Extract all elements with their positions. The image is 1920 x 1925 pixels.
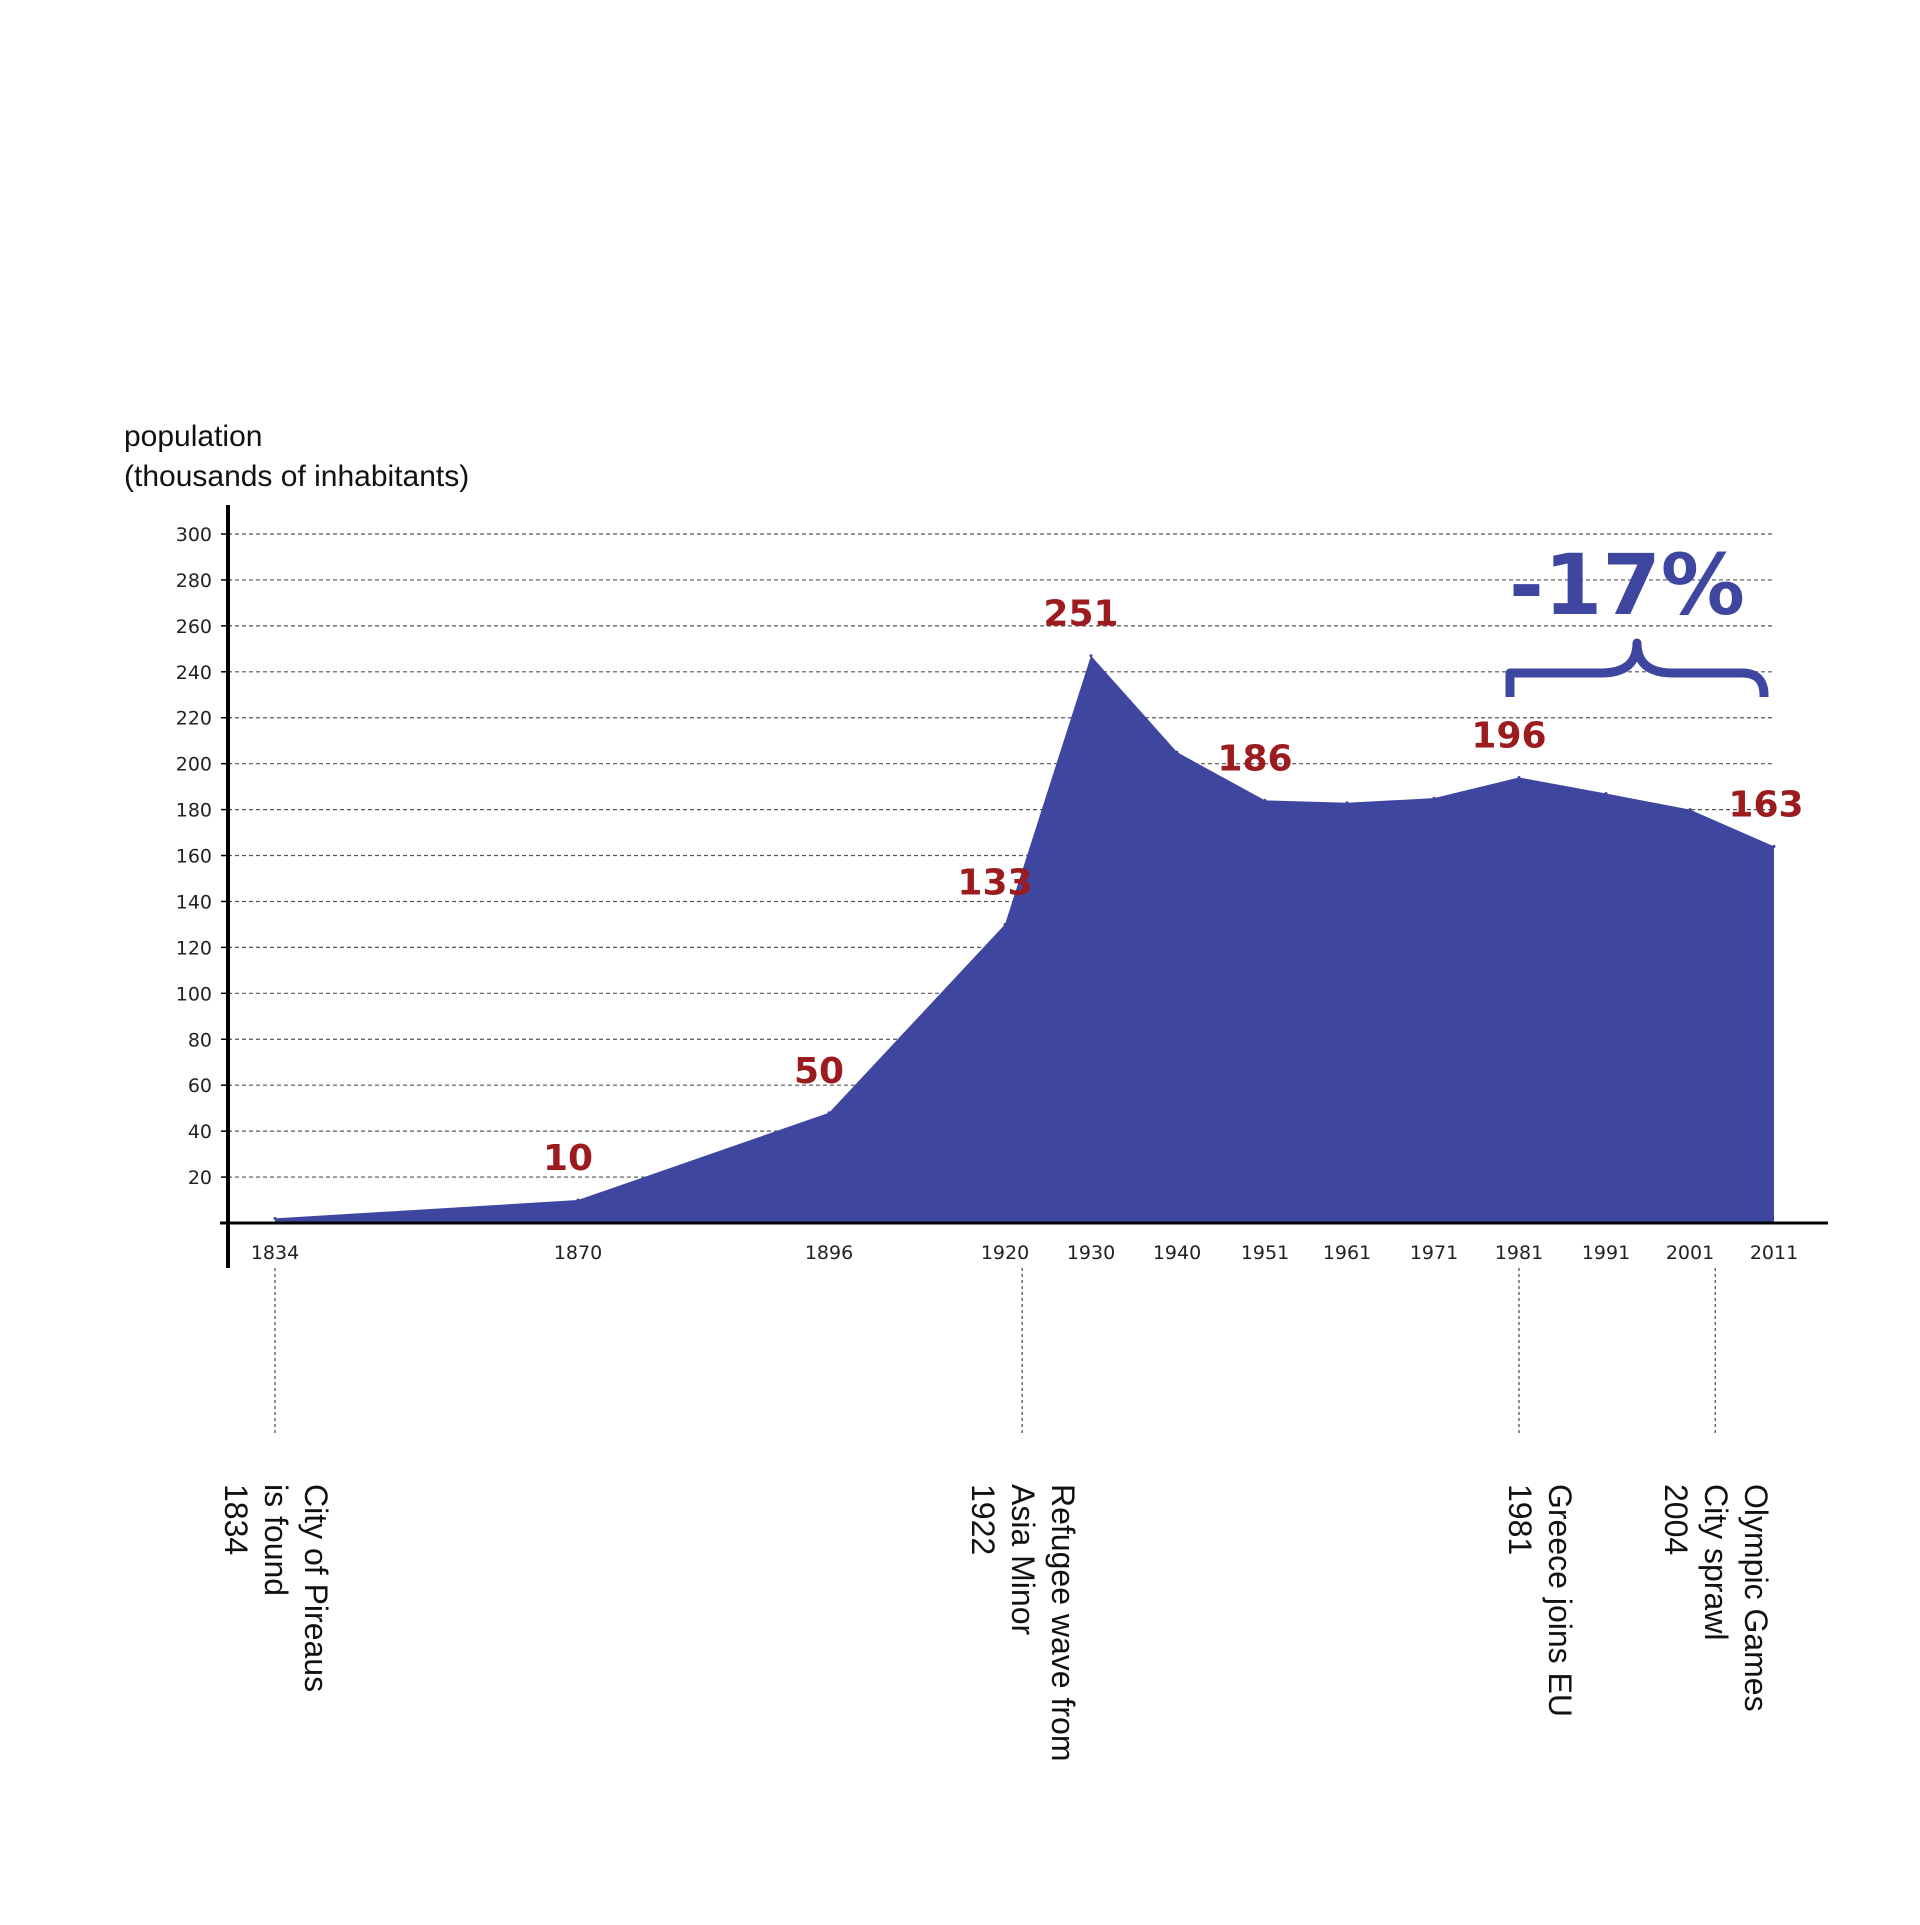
y-tick-labels: 20 40 60 80 100 120 140 160 180 200 220 240 260 280 30… bbox=[176, 524, 212, 1189]
data-point-1920 bbox=[1003, 922, 1007, 926]
data-label-1930: 251 bbox=[1043, 594, 1118, 635]
x-tick-label-1951: 1951 bbox=[1241, 1242, 1289, 1264]
y-tick-label-220: 220 bbox=[176, 708, 212, 730]
data-labels: 10 50 133 251 186 196 163 bbox=[543, 594, 1804, 1179]
y-axis-title-line-2: (thousands of inhabitants) bbox=[124, 460, 469, 493]
y-tick-label-80: 80 bbox=[188, 1029, 212, 1051]
event-text-2004-line-2: City sprawl bbox=[1698, 1484, 1734, 1640]
y-tick-label-140: 140 bbox=[176, 891, 212, 913]
y-tick-label-100: 100 bbox=[176, 983, 212, 1005]
change-percentage-label: -17% bbox=[1509, 536, 1745, 634]
data-point-1961 bbox=[1345, 801, 1349, 805]
y-tick-label-240: 240 bbox=[176, 662, 212, 684]
data-point-1951 bbox=[1263, 798, 1267, 802]
data-point-1930 bbox=[1089, 654, 1093, 658]
y-tick-label-120: 120 bbox=[176, 937, 212, 959]
axes bbox=[220, 505, 1828, 1268]
x-tick-label-1870: 1870 bbox=[554, 1242, 602, 1264]
event-text-1834-line-1: City of Pireaus bbox=[298, 1484, 334, 1692]
event-text-1922-line-3: 1922 bbox=[965, 1484, 1001, 1555]
data-point-1991 bbox=[1604, 792, 1608, 796]
data-label-1951: 186 bbox=[1217, 738, 1292, 779]
area-fill bbox=[275, 655, 1774, 1223]
y-tick-label-260: 260 bbox=[176, 616, 212, 638]
event-text-1834-line-2: is found bbox=[258, 1484, 294, 1596]
event-text-2004-line-1: Olympic Games bbox=[1738, 1484, 1774, 1712]
y-axis-title-line-1: population bbox=[124, 420, 262, 453]
event-text-1922-line-1: Refugee wave from bbox=[1045, 1484, 1081, 1761]
x-tick-label-1920: 1920 bbox=[981, 1242, 1029, 1264]
y-tick-label-180: 180 bbox=[176, 800, 212, 822]
data-label-1920: 133 bbox=[957, 862, 1032, 903]
y-tick-label-20: 20 bbox=[188, 1167, 212, 1189]
x-tick-label-1930: 1930 bbox=[1067, 1242, 1115, 1264]
data-point-1870 bbox=[576, 1198, 580, 1202]
x-tick-label-1991: 1991 bbox=[1582, 1242, 1630, 1264]
event-text-1981-line-2: 1981 bbox=[1502, 1484, 1538, 1555]
data-label-1870: 10 bbox=[543, 1138, 593, 1179]
x-tick-label-2001: 2001 bbox=[1666, 1242, 1714, 1264]
y-tick-label-200: 200 bbox=[176, 754, 212, 776]
event-text-1922-line-2: Asia Minor bbox=[1005, 1484, 1041, 1636]
event-text-1981-line-1: Greece joins EU bbox=[1542, 1484, 1578, 1717]
data-point-1971 bbox=[1432, 796, 1436, 800]
x-tick-label-2011: 2011 bbox=[1750, 1242, 1798, 1264]
y-axis-title: population (thousands of inhabitants) bbox=[124, 420, 469, 493]
data-label-1896: 50 bbox=[794, 1051, 844, 1092]
x-tick-label-1834: 1834 bbox=[251, 1242, 299, 1264]
event-text-2004-line-3: 2004 bbox=[1658, 1484, 1694, 1555]
x-tick-label-1981: 1981 bbox=[1495, 1242, 1543, 1264]
data-point-1981 bbox=[1517, 775, 1521, 779]
data-label-2011: 163 bbox=[1728, 784, 1803, 825]
y-tick-label-40: 40 bbox=[188, 1121, 212, 1143]
x-tick-label-1940: 1940 bbox=[1153, 1242, 1201, 1264]
data-point-1896 bbox=[827, 1111, 831, 1115]
x-tick-labels: 1834 1870 1896 1920 1930 1940 1951 1961 1971 1981… bbox=[251, 1242, 1798, 1264]
data-point-2001 bbox=[1688, 808, 1692, 812]
y-tick-label-280: 280 bbox=[176, 570, 212, 592]
change-brace bbox=[1505, 638, 1769, 700]
area-series bbox=[273, 654, 1776, 1223]
y-tick-label-60: 60 bbox=[188, 1075, 212, 1097]
data-label-1981: 196 bbox=[1471, 715, 1546, 756]
x-tick-label-1961: 1961 bbox=[1323, 1242, 1371, 1264]
y-tick-label-300: 300 bbox=[176, 524, 212, 546]
x-tick-label-1971: 1971 bbox=[1410, 1242, 1458, 1264]
data-point-1834 bbox=[273, 1216, 277, 1220]
x-tick-label-1896: 1896 bbox=[805, 1242, 853, 1264]
y-tick-label-160: 160 bbox=[176, 846, 212, 868]
event-text-1834-line-3: 1834 bbox=[218, 1484, 254, 1555]
data-point-1940 bbox=[1175, 750, 1179, 754]
change-annotation: -17% bbox=[1505, 536, 1769, 700]
data-point-2011 bbox=[1772, 844, 1776, 848]
